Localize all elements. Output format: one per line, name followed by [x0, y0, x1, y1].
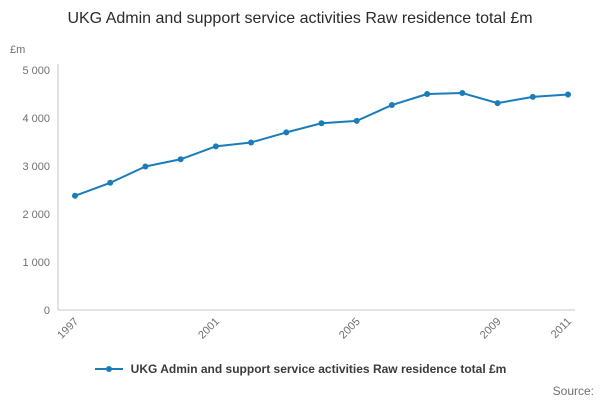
y-axis-unit-label: £m	[10, 44, 26, 56]
svg-text:2009: 2009	[478, 316, 504, 342]
legend-label: UKG Admin and support service activities…	[130, 362, 507, 376]
source-label: Source:	[552, 384, 594, 398]
svg-text:2 000: 2 000	[22, 209, 50, 221]
svg-text:2005: 2005	[337, 316, 363, 342]
legend-item[interactable]: UKG Admin and support service activities…	[0, 362, 600, 376]
svg-text:0: 0	[44, 305, 50, 317]
legend-marker-icon	[94, 366, 123, 372]
chart-title: UKG Admin and support service activities…	[67, 10, 533, 27]
svg-text:3 000: 3 000	[22, 161, 50, 173]
svg-text:2011: 2011	[549, 316, 574, 341]
svg-text:4 000: 4 000	[22, 113, 50, 125]
svg-text:1997: 1997	[55, 316, 81, 342]
svg-text:5 000: 5 000	[22, 65, 50, 77]
line-chart: 0 1 000 2 000 3 000 4 000 5 000 1997 2001 2005 20…	[22, 64, 575, 342]
svg-text:1 000: 1 000	[22, 257, 50, 269]
svg-text:2001: 2001	[196, 316, 222, 342]
